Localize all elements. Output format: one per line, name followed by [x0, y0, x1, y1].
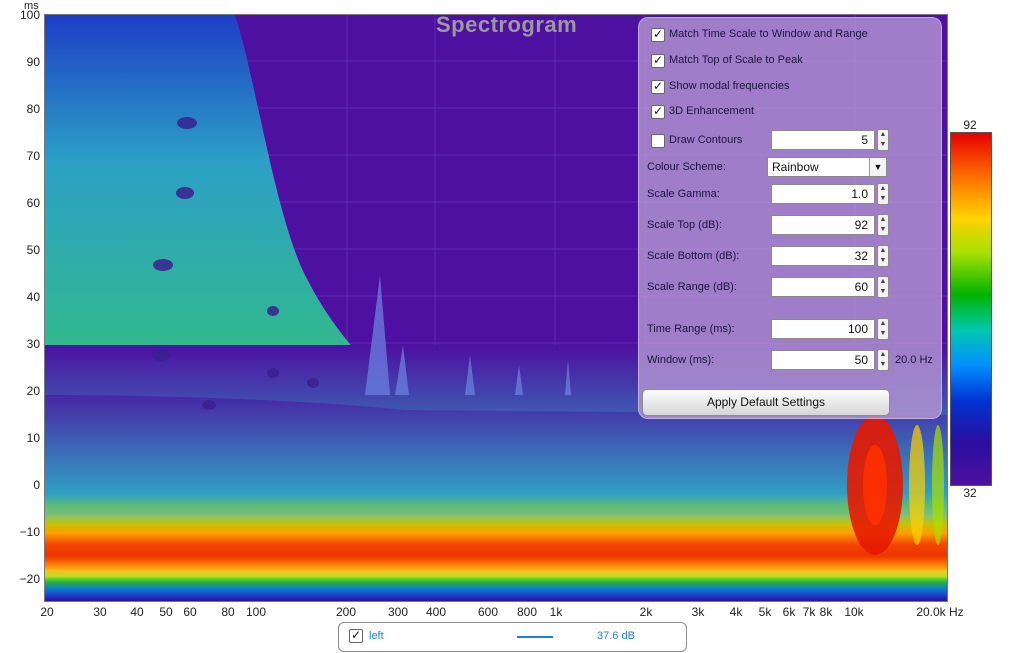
time-range-stepper[interactable]: ▲ ▼ — [877, 318, 889, 340]
y-tick-label: 100 — [19, 8, 40, 22]
x-tick-label: 60 — [183, 605, 197, 619]
y-tick-label: −10 — [19, 525, 40, 539]
draw-contours-checkbox[interactable] — [651, 134, 665, 148]
settings-panel: ✓ Match Time Scale to Window and Range ✓… — [638, 17, 942, 419]
legend: ✓ left 37.6 dB — [338, 622, 687, 652]
match-top-scale-label: Match Top of Scale to Peak — [669, 54, 803, 66]
apply-default-settings-button[interactable]: Apply Default Settings — [642, 389, 890, 416]
x-tick-label: 7k — [802, 605, 816, 619]
y-tick-label: 20 — [26, 384, 40, 398]
time-range-label: Time Range (ms): — [647, 323, 735, 335]
chart-title: Spectrogram — [436, 12, 578, 37]
scale-bottom-field[interactable]: 32 — [771, 246, 875, 266]
x-tick-label: 3k — [691, 605, 705, 619]
scale-range-label: Scale Range (dB): — [647, 281, 737, 293]
x-tick-label: 50 — [159, 605, 173, 619]
show-modal-label: Show modal frequencies — [669, 80, 790, 92]
scale-range-field[interactable]: 60 — [771, 277, 875, 297]
x-tick-label: 1k — [549, 605, 563, 619]
x-tick-label: 200 — [335, 605, 357, 619]
x-tick-label: 800 — [516, 605, 538, 619]
legend-value: 37.6 dB — [597, 630, 635, 642]
y-tick-label: 50 — [26, 243, 40, 257]
modal-markers — [152, 117, 319, 410]
match-time-scale-label: Match Time Scale to Window and Range — [669, 28, 868, 40]
enhancement-3d-checkbox[interactable]: ✓ — [651, 104, 665, 119]
match-time-scale-checkbox[interactable]: ✓ — [651, 27, 665, 42]
x-tick-label: 10k — [844, 605, 864, 619]
y-axis-unit: ms — [24, 0, 39, 12]
x-tick-label: 8k — [819, 605, 833, 619]
scale-gamma-field[interactable]: 1.0 — [771, 184, 875, 204]
scale-bottom-stepper[interactable]: ▲ ▼ — [877, 245, 889, 267]
scale-range-stepper[interactable]: ▲ ▼ — [877, 276, 889, 298]
legend-line-swatch — [517, 636, 553, 638]
x-tick-label: 4k — [729, 605, 743, 619]
x-tick-label: 400 — [425, 605, 447, 619]
scale-bottom-label: Scale Bottom (dB): — [647, 250, 740, 262]
x-tick-label: 20 — [40, 605, 54, 619]
draw-contours-label: Draw Contours — [669, 134, 743, 146]
x-tick-label: 6k — [782, 605, 796, 619]
colour-scheme-value: Rainbow — [772, 160, 819, 174]
color-scale-top-label: 92 — [963, 118, 977, 132]
legend-checkbox[interactable]: ✓ — [349, 628, 363, 643]
y-tick-label: 60 — [26, 196, 40, 210]
x-tick-label: 600 — [477, 605, 499, 619]
y-tick-label: −20 — [19, 572, 40, 586]
x-tick-label: 30 — [93, 605, 107, 619]
window-resolution: 20.0 Hz — [895, 354, 933, 366]
decay-spikes — [365, 275, 571, 395]
contours-stepper[interactable]: ▲ ▼ — [877, 129, 889, 151]
x-tick-label: 20.0k Hz — [916, 605, 964, 619]
scale-top-stepper[interactable]: ▲ ▼ — [877, 214, 889, 236]
match-top-scale-checkbox[interactable]: ✓ — [651, 53, 665, 68]
scale-gamma-label: Scale Gamma: — [647, 188, 720, 200]
window-stepper[interactable]: ▲ ▼ — [877, 349, 889, 371]
show-modal-checkbox[interactable]: ✓ — [651, 79, 665, 94]
color-scale-bottom-label: 32 — [963, 486, 977, 500]
x-tick-label: 40 — [130, 605, 144, 619]
x-tick-label: 100 — [245, 605, 267, 619]
y-tick-label: 80 — [26, 102, 40, 116]
y-tick-label: 10 — [26, 431, 40, 445]
x-tick-label: 5k — [758, 605, 772, 619]
x-tick-label: 80 — [221, 605, 235, 619]
contours-field[interactable]: 5 — [771, 130, 875, 150]
y-tick-label: 70 — [26, 149, 40, 163]
x-tick-label: 2k — [639, 605, 653, 619]
y-tick-label: 0 — [33, 478, 40, 492]
y-tick-label: 90 — [26, 55, 40, 69]
scale-top-field[interactable]: 92 — [771, 215, 875, 235]
x-tick-label: 300 — [387, 605, 409, 619]
time-range-field[interactable]: 100 — [771, 319, 875, 339]
legend-series-name: left — [369, 630, 384, 642]
chevron-down-icon: ▼ — [869, 158, 886, 176]
y-tick-label: 40 — [26, 290, 40, 304]
enhancement-3d-label: 3D Enhancement — [669, 105, 754, 117]
colour-scheme-select[interactable]: Rainbow ▼ — [767, 157, 887, 177]
window-label: Window (ms): — [647, 354, 715, 366]
y-tick-label: 30 — [26, 337, 40, 351]
colour-scheme-label: Colour Scheme: — [647, 161, 726, 173]
color-scale-bar — [950, 132, 992, 486]
scale-gamma-stepper[interactable]: ▲ ▼ — [877, 183, 889, 205]
scale-top-label: Scale Top (dB): — [647, 219, 723, 231]
window-field[interactable]: 50 — [771, 350, 875, 370]
